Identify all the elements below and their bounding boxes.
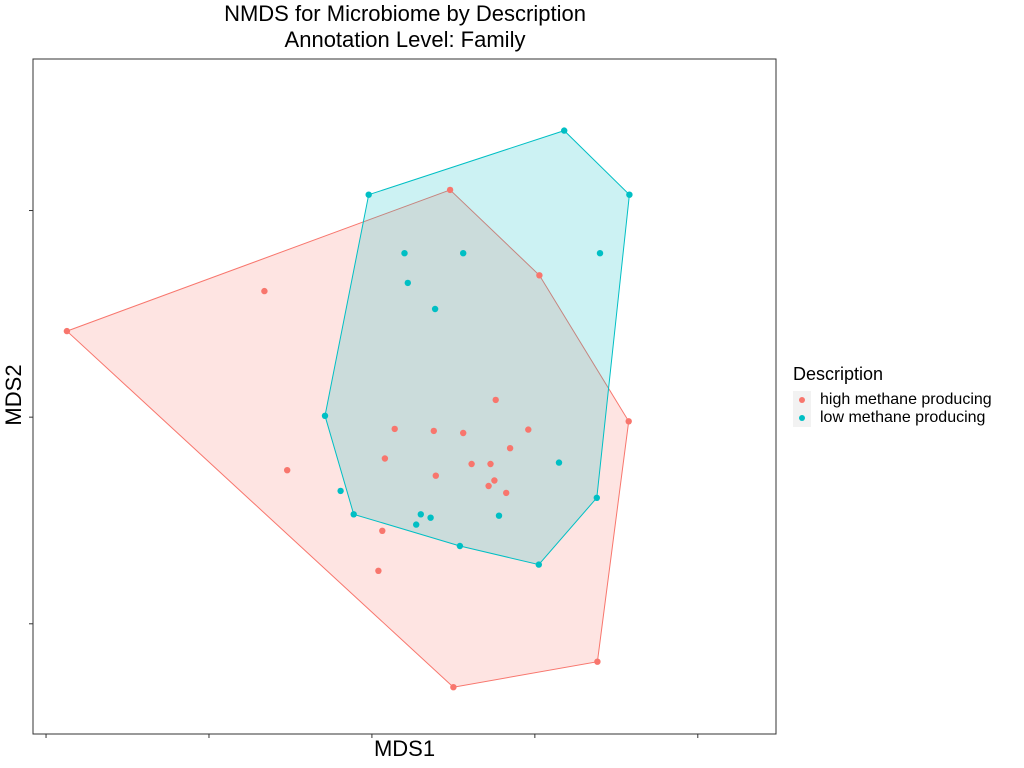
point-low-0 [365,191,372,198]
point-low-7 [431,305,439,313]
point-high-10 [391,425,398,433]
point-high-11 [381,455,389,462]
point-high-2 [284,467,291,474]
legend-key-high [793,391,811,409]
legend-dot-high [799,397,805,403]
point-high-21 [485,482,492,490]
chart-title: NMDS for Microbiome by Description [224,1,586,26]
point-low-3 [596,250,604,257]
point-high-15 [492,396,499,404]
point-low-15 [413,521,420,528]
point-high-13 [432,472,439,479]
point-high-6 [594,658,601,665]
axis-ticks [29,210,699,738]
points-layer [63,127,633,691]
point-low-17 [495,512,503,519]
point-high-20 [503,489,510,497]
legend-label-low: low methane producing [820,409,986,426]
point-low-12 [350,511,357,518]
legend-item-high: high methane producing [793,391,992,409]
point-high-12 [430,427,437,435]
point-high-18 [506,445,514,452]
legend-key-low [793,409,811,427]
point-low-10 [535,561,542,568]
point-high-7 [625,418,632,425]
x-axis-label: MDS1 [373,736,436,761]
legend: Description high methane producing low m… [793,364,992,427]
legend-dot-low [799,415,805,421]
chart-subtitle: Annotation Level: Family [284,27,526,52]
legend-title: Description [793,364,884,384]
point-low-2 [626,191,633,198]
hull-layer [65,130,630,688]
point-high-8 [379,527,386,534]
point-low-4 [401,250,408,257]
legend-label-high: high methane producing [820,391,992,408]
point-low-1 [561,127,568,134]
point-low-14 [417,511,424,518]
point-high-3 [446,186,454,194]
point-high-0 [63,327,71,335]
point-low-18 [555,459,563,466]
point-high-17 [487,460,494,468]
point-low-6 [404,279,411,287]
plot-panel-border [32,58,777,735]
point-low-11 [456,542,464,550]
point-high-16 [468,460,475,468]
point-low-8 [321,412,329,419]
point-high-22 [491,477,498,484]
point-low-5 [460,250,467,257]
legend-item-low: low methane producing [793,409,992,427]
point-high-19 [525,426,532,433]
point-low-9 [593,494,600,501]
point-high-9 [375,567,382,574]
point-high-14 [460,429,467,437]
point-high-4 [450,684,457,691]
point-low-13 [337,487,344,495]
point-high-1 [261,287,268,295]
y-axis-label: MDS2 [1,364,26,426]
point-high-5 [536,272,543,279]
point-low-16 [427,514,434,521]
